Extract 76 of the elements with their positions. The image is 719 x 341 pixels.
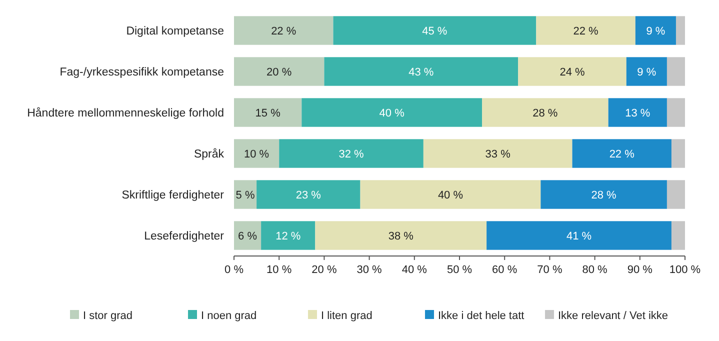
- bar: [333, 16, 536, 45]
- legend-label: I noen grad: [201, 310, 257, 322]
- data-label: 43 %: [408, 66, 434, 78]
- bar: [234, 57, 324, 86]
- y-tick-label: Digital kompetanse: [126, 26, 224, 38]
- x-tick-label: 100 %: [669, 264, 701, 276]
- y-tick-label: Leseferdigheter: [144, 230, 224, 242]
- data-label: 9 %: [637, 66, 656, 78]
- bar: [261, 221, 316, 250]
- bar: [486, 221, 672, 250]
- bar: [423, 139, 572, 168]
- data-label: 12 %: [276, 230, 301, 242]
- bar: [626, 57, 667, 86]
- x-tick-label: 70 %: [537, 264, 562, 276]
- y-tick-label: Håndtere mellommenneskelige forhold: [27, 106, 224, 120]
- x-tick-label: 30 %: [356, 264, 382, 276]
- data-label: 23 %: [296, 190, 322, 202]
- y-tick-label: Skriftlige ferdigheter: [122, 190, 224, 202]
- data-label: 9 %: [646, 26, 666, 38]
- bar: [234, 221, 262, 250]
- bar: [234, 180, 257, 209]
- data-label: 40 %: [379, 108, 405, 120]
- legend-label: I liten grad: [321, 310, 372, 322]
- data-label: 5 %: [236, 190, 255, 202]
- data-label: 40 %: [438, 190, 464, 202]
- bar: [671, 221, 685, 250]
- bar: [324, 57, 518, 86]
- x-tick-label: 90 %: [627, 264, 653, 276]
- data-label: 20 %: [266, 66, 292, 78]
- bar: [234, 98, 302, 127]
- bar: [608, 98, 667, 127]
- bar: [666, 57, 685, 86]
- data-label: 24 %: [560, 66, 585, 78]
- x-tick-label: 20 %: [312, 264, 337, 276]
- bar: [302, 98, 482, 127]
- bar: [666, 180, 685, 209]
- data-label: 6 %: [238, 230, 258, 242]
- bar: [234, 139, 280, 168]
- data-label: 45 %: [422, 26, 448, 38]
- legend-label: Ikke i det hele tatt: [438, 310, 524, 322]
- x-tick-label: 50 %: [446, 264, 472, 276]
- x-tick-label: 80 %: [582, 264, 608, 276]
- legend-label: Ikke relevant / Vet ikke: [558, 310, 668, 322]
- bar: [572, 139, 672, 168]
- data-label: 33 %: [485, 148, 511, 160]
- y-tick-label: Språk: [194, 148, 224, 160]
- data-label: 22 %: [271, 26, 296, 38]
- data-label: 22 %: [573, 26, 599, 38]
- data-label: 38 %: [388, 230, 414, 242]
- data-label: 41 %: [566, 230, 592, 242]
- data-label: 28 %: [532, 108, 558, 120]
- bar: [256, 180, 360, 209]
- bar: [234, 16, 334, 45]
- x-tick-label: 0 %: [224, 264, 244, 276]
- bar: [676, 16, 685, 45]
- data-label: 13 %: [625, 108, 650, 120]
- x-tick-label: 40 %: [402, 264, 428, 276]
- bar: [315, 221, 487, 250]
- y-tick-label: Fag-/yrkesspesifikk kompetanse: [60, 66, 224, 78]
- bar: [482, 98, 608, 127]
- x-tick-label: 60 %: [492, 264, 518, 276]
- x-tick-label: 10 %: [266, 264, 292, 276]
- bar: [671, 139, 685, 168]
- bar: [279, 139, 424, 168]
- data-label: 32 %: [338, 148, 364, 160]
- data-label: 15 %: [255, 108, 281, 120]
- bar: [540, 180, 667, 209]
- bar: [635, 16, 676, 45]
- legend-label: I stor grad: [83, 310, 133, 322]
- data-label: 10 %: [244, 148, 270, 160]
- bar: [518, 57, 626, 86]
- data-label: 22 %: [609, 148, 635, 160]
- bar: [360, 180, 541, 209]
- bar: [666, 98, 685, 127]
- bar: [536, 16, 636, 45]
- data-label: 28 %: [591, 190, 617, 202]
